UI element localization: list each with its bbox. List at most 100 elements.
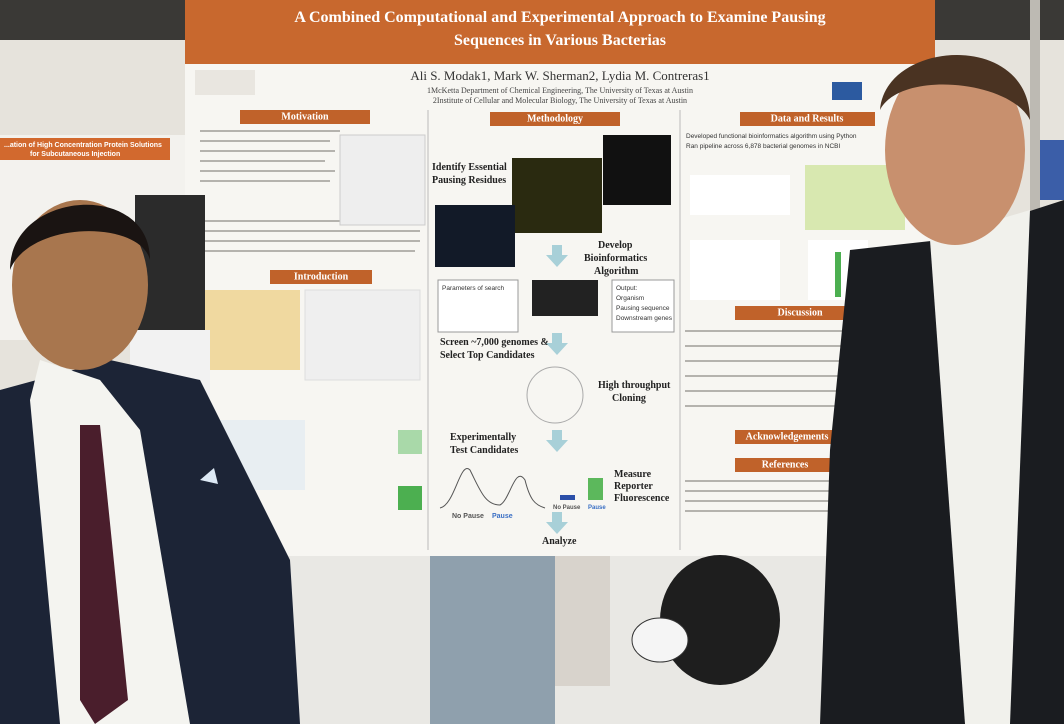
bar-figure xyxy=(560,495,575,500)
text-line xyxy=(685,390,855,392)
section-title: Motivation xyxy=(281,111,329,122)
plasmid xyxy=(526,366,584,424)
figure xyxy=(304,289,421,381)
flow-step: Measure xyxy=(614,469,652,480)
background-poster-header xyxy=(0,138,170,160)
arrow xyxy=(546,333,568,355)
flow-step: Pausing Residues xyxy=(432,175,506,186)
search-label: Parameters of search xyxy=(442,285,505,292)
section-header xyxy=(735,306,865,320)
section-title: References xyxy=(762,459,809,470)
flow-step: Algorithm xyxy=(594,266,639,277)
person-hair xyxy=(880,55,1030,120)
section-header xyxy=(240,110,370,124)
text-line xyxy=(200,170,335,172)
result-bullet: Developed functional bioinformatics algo… xyxy=(686,133,857,140)
section-header xyxy=(735,458,835,472)
text-line xyxy=(200,160,325,162)
person-tie xyxy=(80,425,128,724)
output-box xyxy=(611,279,675,333)
text-line xyxy=(685,360,855,362)
flow-step: Test Candidates xyxy=(450,445,518,456)
protein-image xyxy=(435,205,515,267)
person-legs xyxy=(430,556,555,724)
output-label: Downstream genes xyxy=(616,315,673,322)
background-poster-title: ...ation of High Concentration Protein S… xyxy=(4,142,162,149)
plot-label: Pause xyxy=(588,505,606,511)
protein-image xyxy=(512,158,602,233)
bag xyxy=(660,555,780,685)
logo xyxy=(195,70,255,95)
poster-title: Sequences in Various Bacterias xyxy=(454,32,666,49)
text-line xyxy=(200,130,340,132)
poster-affiliation: 2Institute of Cellular and Molecular Bio… xyxy=(433,96,687,105)
figure xyxy=(398,486,422,510)
arrow xyxy=(546,430,568,452)
section-title: Introduction xyxy=(294,271,349,282)
computer xyxy=(532,280,598,316)
text-line xyxy=(200,180,330,182)
poster-authors: Ali S. Modak1, Mark W. Sherman2, Lydia M… xyxy=(410,68,709,83)
arrow xyxy=(546,512,568,534)
flow-step: Analyze xyxy=(542,536,577,547)
text-line xyxy=(200,250,415,252)
flow-step: Select Top Candidates xyxy=(440,350,535,361)
flow-step: Identify Essential xyxy=(432,162,507,173)
plot-curve xyxy=(439,468,546,509)
text-line xyxy=(200,140,330,142)
background-poster-subtitle: for Subcutaneous Injection xyxy=(30,151,120,158)
section-header xyxy=(740,112,875,126)
helmet xyxy=(631,617,689,663)
section-title: Data and Results xyxy=(771,113,844,124)
text-line xyxy=(685,330,865,332)
plot-label: Pause xyxy=(492,513,513,520)
text-line xyxy=(200,220,420,222)
poster-affiliation: 1McKetta Department of Chemical Engineer… xyxy=(427,86,693,95)
flow-step: Screen ~7,000 genomes & xyxy=(440,337,549,348)
section-title: Methodology xyxy=(527,113,583,124)
flow-step: Bioinformatics xyxy=(584,253,647,264)
flow-step: Experimentally xyxy=(450,432,516,443)
protein-image xyxy=(603,135,671,205)
text-line xyxy=(200,230,420,232)
poster-header xyxy=(185,0,935,64)
text-line xyxy=(685,510,845,512)
text-line xyxy=(685,480,855,482)
result-bullet: Ran pipeline across 6,878 bacterial geno… xyxy=(686,143,840,150)
bar-figure xyxy=(588,478,603,500)
text-line xyxy=(685,405,860,407)
output-label: Pausing sequence xyxy=(616,305,670,312)
bar-figure xyxy=(835,252,841,297)
figure xyxy=(339,134,426,226)
arrows xyxy=(546,245,568,534)
curve-chart xyxy=(690,240,780,300)
flow-step: Develop xyxy=(598,240,633,251)
output-label: Output: xyxy=(616,285,638,292)
text-line xyxy=(200,150,335,152)
flow-step: High throughput xyxy=(598,380,671,391)
output-label: Organism xyxy=(616,295,644,302)
flow-step: Fluorescence xyxy=(614,493,670,504)
text-line xyxy=(685,375,865,377)
arrow xyxy=(546,245,568,267)
section-header xyxy=(735,430,840,444)
person-hair xyxy=(10,204,150,270)
pocket-square xyxy=(200,468,218,484)
section-header xyxy=(490,112,620,126)
ribosome-figure xyxy=(205,290,300,370)
plot-label: No Pause xyxy=(452,513,484,520)
flow-step: Reporter xyxy=(614,481,653,492)
search-box xyxy=(437,279,519,333)
plot-label: No Pause xyxy=(553,505,581,511)
text-line xyxy=(685,500,855,502)
body-text xyxy=(200,130,865,512)
section-title: Discussion xyxy=(777,307,822,318)
person-face xyxy=(12,200,148,370)
figure xyxy=(398,430,422,454)
person-shirt xyxy=(930,210,1030,724)
person-face xyxy=(885,55,1025,245)
section-header xyxy=(270,270,372,284)
